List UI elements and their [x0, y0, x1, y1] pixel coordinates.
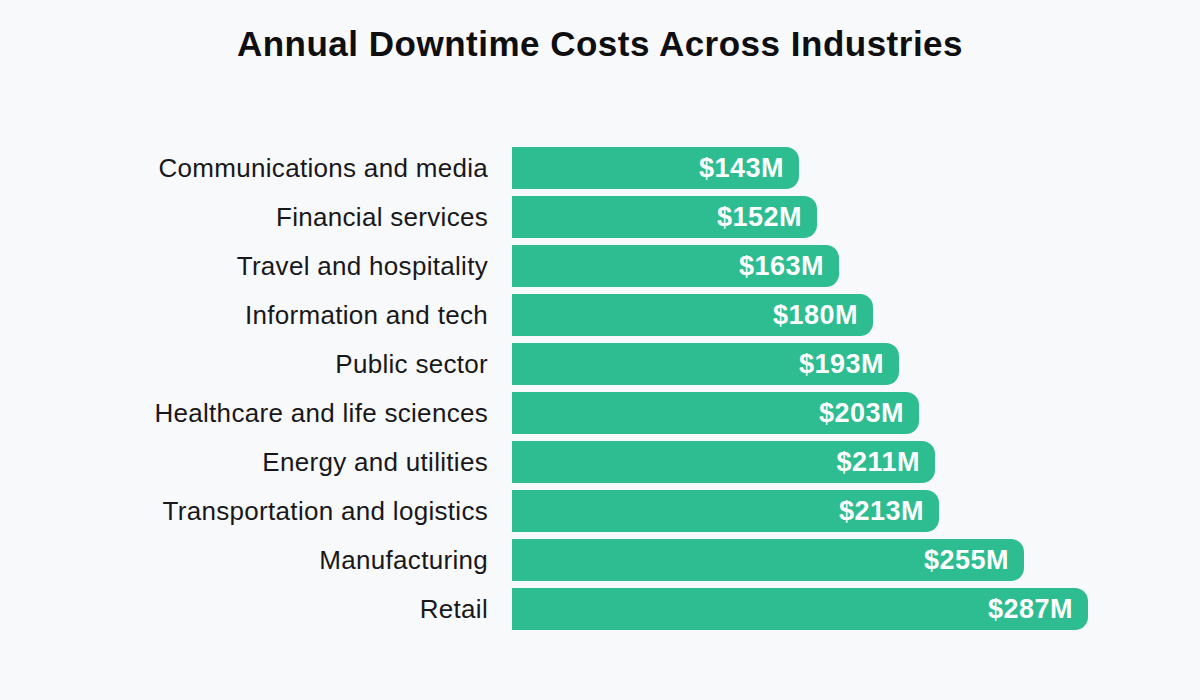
bar-row: Energy and utilities $211M — [58, 441, 1088, 483]
bar-track: $180M — [512, 294, 1088, 336]
bar-value-label: $143M — [699, 153, 784, 184]
bar-chart: Communications and media $143M Financial s… — [58, 147, 1088, 637]
bar-value-label: $211M — [836, 447, 920, 478]
bar-row: Information and tech $180M — [58, 294, 1088, 336]
bar-row: Financial services $152M — [58, 196, 1088, 238]
bar-value-label: $152M — [717, 202, 802, 233]
bar-track: $287M — [512, 588, 1088, 630]
category-label: Public sector — [58, 349, 488, 380]
bar-row: Healthcare and life sciences $203M — [58, 392, 1088, 434]
category-label: Information and tech — [58, 300, 488, 331]
bar: $287M — [512, 588, 1088, 630]
category-label: Travel and hospitality — [58, 251, 488, 282]
bar: $152M — [512, 196, 817, 238]
category-label: Energy and utilities — [58, 447, 488, 478]
bar: $193M — [512, 343, 899, 385]
bar-value-label: $287M — [988, 594, 1073, 625]
chart-title: Annual Downtime Costs Across Industries — [0, 24, 1200, 64]
category-label: Retail — [58, 594, 488, 625]
bar-row: Travel and hospitality $163M — [58, 245, 1088, 287]
bar-value-label: $163M — [739, 251, 824, 282]
bar-row: Communications and media $143M — [58, 147, 1088, 189]
bar-track: $203M — [512, 392, 1088, 434]
bar-track: $213M — [512, 490, 1088, 532]
bar-value-label: $203M — [819, 398, 904, 429]
bar-track: $211M — [512, 441, 1088, 483]
category-label: Healthcare and life sciences — [58, 398, 488, 429]
bar-row: Transportation and logistics $213M — [58, 490, 1088, 532]
category-label: Communications and media — [58, 153, 488, 184]
bar-track: $163M — [512, 245, 1088, 287]
bar: $213M — [512, 490, 939, 532]
bar: $255M — [512, 539, 1024, 581]
category-label: Transportation and logistics — [58, 496, 488, 527]
bar: $143M — [512, 147, 799, 189]
bar-track: $193M — [512, 343, 1088, 385]
bar-row: Retail $287M — [58, 588, 1088, 630]
category-label: Manufacturing — [58, 545, 488, 576]
bar-row: Public sector $193M — [58, 343, 1088, 385]
bar: $180M — [512, 294, 873, 336]
bar: $211M — [512, 441, 935, 483]
category-label: Financial services — [58, 202, 488, 233]
bar: $163M — [512, 245, 839, 287]
bar: $203M — [512, 392, 919, 434]
bar-track: $152M — [512, 196, 1088, 238]
bar-value-label: $193M — [799, 349, 884, 380]
bar-track: $255M — [512, 539, 1088, 581]
bar-track: $143M — [512, 147, 1088, 189]
bar-row: Manufacturing $255M — [58, 539, 1088, 581]
bar-value-label: $255M — [924, 545, 1009, 576]
bar-value-label: $180M — [773, 300, 858, 331]
bar-value-label: $213M — [839, 496, 924, 527]
